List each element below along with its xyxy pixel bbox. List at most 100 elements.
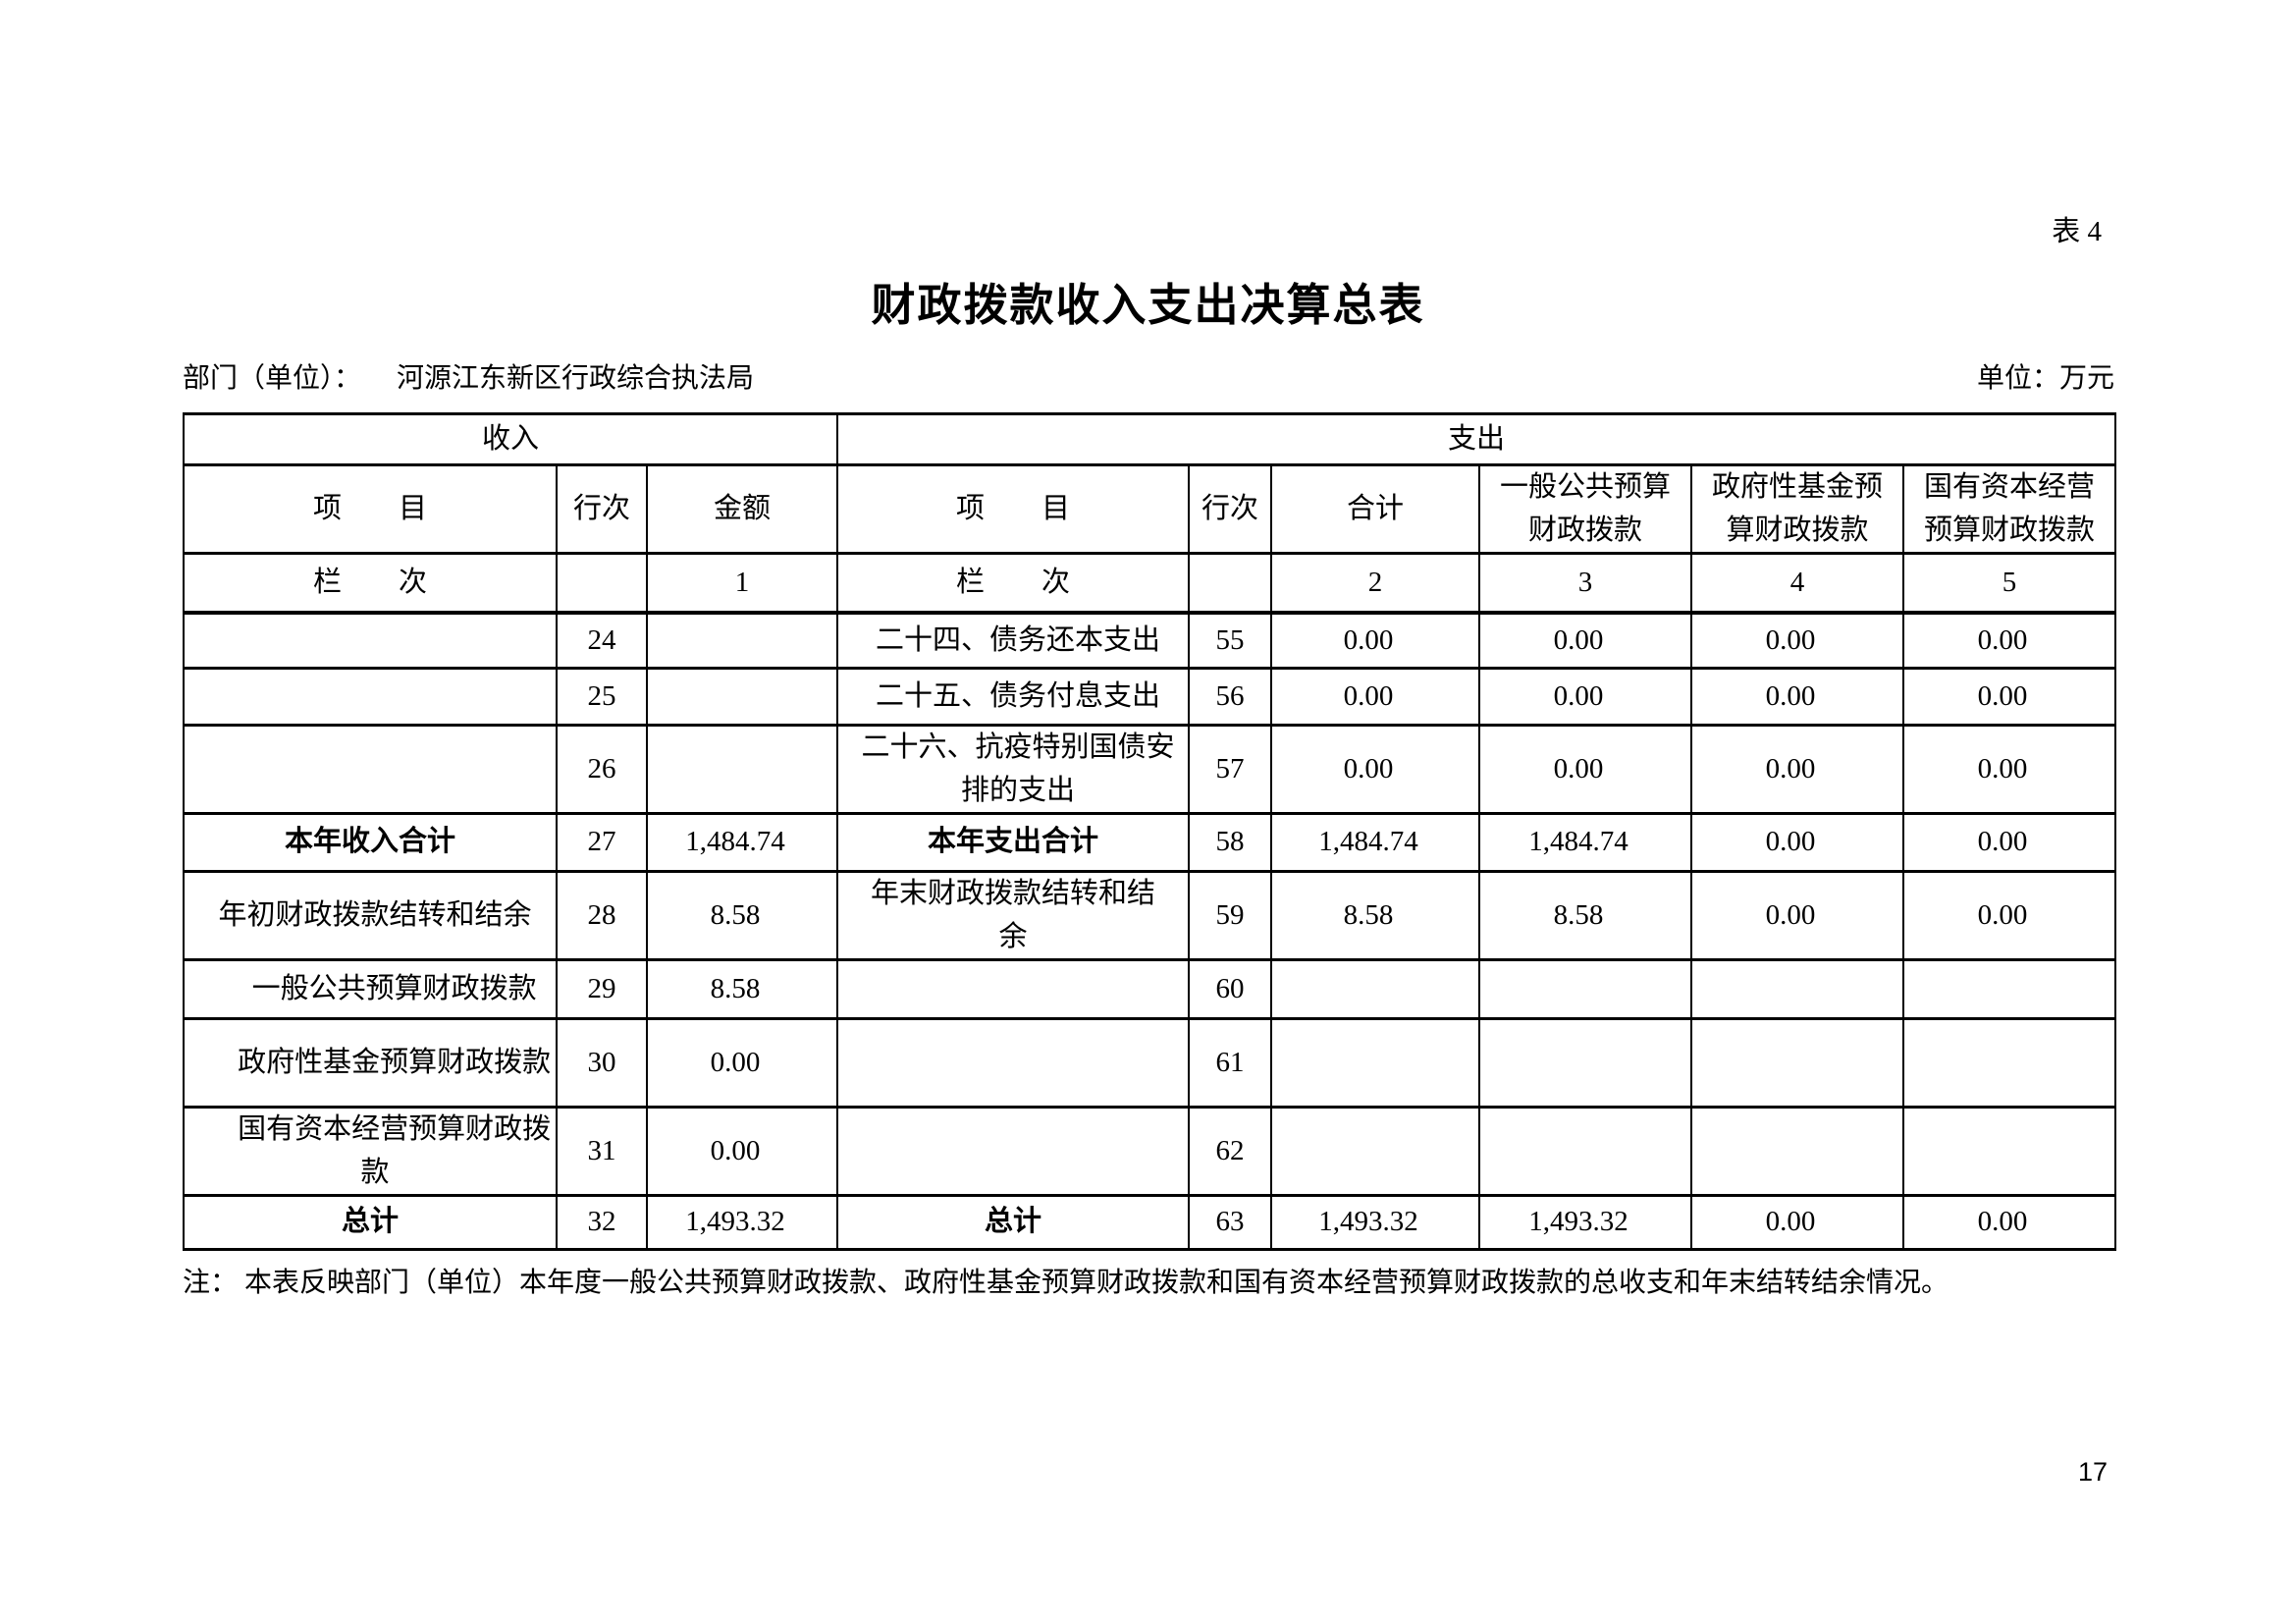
lane-label-income: 栏 次 bbox=[183, 552, 558, 615]
income-item-cell: 本年收入合计 bbox=[183, 812, 558, 873]
header-expense-item: 项 目 bbox=[836, 463, 1191, 555]
expense-row-no-cell: 61 bbox=[1188, 1017, 1273, 1109]
expense-capital-cell bbox=[1902, 958, 2117, 1020]
table-row: 25 二十五、债务付息支出 56 0.00 0.00 0.00 0.00 bbox=[183, 667, 2117, 727]
income-row-no-cell: 27 bbox=[556, 812, 648, 873]
expense-item-cell: 二十六、抗疫特别国债安排的支出 bbox=[836, 724, 1191, 815]
department-line: 部门（单位）： 河源江东新区行政综合执法局 bbox=[183, 356, 754, 396]
expense-item-cell bbox=[836, 958, 1191, 1020]
expense-fund-cell: 0.00 bbox=[1690, 1194, 1905, 1251]
expense-item-cell: 二十四、债务还本支出 bbox=[836, 611, 1191, 670]
page-number: 17 bbox=[2077, 1457, 2108, 1487]
income-row-no-cell: 29 bbox=[556, 958, 648, 1020]
expense-row-no-cell: 56 bbox=[1188, 667, 1273, 727]
income-item-cell bbox=[183, 724, 558, 815]
expense-item-cell: 年末财政拨款结转和结 余 bbox=[836, 870, 1191, 961]
income-item-cell bbox=[183, 667, 558, 727]
income-amount-cell bbox=[645, 611, 839, 670]
expense-total-cell: 1,484.74 bbox=[1270, 812, 1481, 873]
income-row-no-cell: 28 bbox=[556, 870, 648, 961]
income-item-cell: 国有资本经营预算财政拨款 bbox=[183, 1106, 558, 1197]
income-amount-cell: 1,493.32 bbox=[645, 1194, 839, 1251]
expense-general-cell bbox=[1478, 1017, 1693, 1109]
expense-general-cell: 1,493.32 bbox=[1478, 1194, 1693, 1251]
lane-col-income: 1 bbox=[645, 552, 839, 615]
lane-col-fund: 4 bbox=[1690, 552, 1905, 615]
expense-fund-cell bbox=[1690, 1017, 1905, 1109]
expense-capital-cell: 0.00 bbox=[1902, 611, 2117, 670]
expense-total-cell: 0.00 bbox=[1270, 611, 1481, 670]
expense-general-cell: 1,484.74 bbox=[1478, 812, 1693, 873]
table-number-label: 表 4 bbox=[2052, 216, 2102, 247]
expense-general-cell bbox=[1478, 958, 1693, 1020]
expense-capital-cell bbox=[1902, 1017, 2117, 1109]
expense-capital-cell: 0.00 bbox=[1902, 870, 2117, 961]
income-amount-cell: 8.58 bbox=[645, 870, 839, 961]
table-note: 注： 本表反映部门（单位）本年度一般公共预算财政拨款、政府性基金预算财政拨款和国… bbox=[183, 1268, 1949, 1298]
expense-general-cell: 8.58 bbox=[1478, 870, 1693, 961]
income-amount-cell: 1,484.74 bbox=[645, 812, 839, 873]
expense-group-header: 支出 bbox=[836, 412, 2117, 466]
lane-blank-expense bbox=[1188, 552, 1273, 615]
lane-col-general: 3 bbox=[1478, 552, 1693, 615]
expense-fund-cell: 0.00 bbox=[1690, 812, 1905, 873]
lane-number-row: 栏 次 1 栏 次 2 3 4 5 bbox=[183, 552, 2117, 615]
expense-total-cell: 0.00 bbox=[1270, 667, 1481, 727]
expense-total-cell: 1,493.32 bbox=[1270, 1194, 1481, 1251]
expense-row-no-cell: 55 bbox=[1188, 611, 1273, 670]
table-row-grand-total: 总计 32 1,493.32 总计 63 1,493.32 1,493.32 0… bbox=[183, 1194, 2117, 1251]
table-row: 一般公共预算财政拨款 29 8.58 60 bbox=[183, 958, 2117, 1020]
expense-fund-cell bbox=[1690, 958, 1905, 1020]
header-state-capital: 国有资本经营 预算财政拨款 bbox=[1902, 463, 2117, 555]
expense-total-cell bbox=[1270, 958, 1481, 1020]
table-row: 国有资本经营预算财政拨款 31 0.00 62 bbox=[183, 1106, 2117, 1197]
income-group-header: 收入 bbox=[182, 412, 839, 466]
income-row-no-cell: 25 bbox=[556, 667, 648, 727]
expense-item-cell: 总计 bbox=[836, 1194, 1191, 1251]
expense-item-cell: 二十五、债务付息支出 bbox=[836, 667, 1191, 727]
budget-summary-table: 收入 支出 项 目 行次 金额 项 目 行次 合计 一般公共预算 财政拨款 政府… bbox=[182, 412, 2117, 1251]
income-item-cell: 总计 bbox=[183, 1194, 558, 1251]
expense-row-no-cell: 63 bbox=[1188, 1194, 1273, 1251]
expense-row-no-cell: 62 bbox=[1188, 1106, 1273, 1197]
table-row-subtotal: 本年收入合计 27 1,484.74 本年支出合计 58 1,484.74 1,… bbox=[183, 812, 2117, 873]
expense-row-no-cell: 57 bbox=[1188, 724, 1273, 815]
header-total: 合计 bbox=[1270, 463, 1481, 555]
table-row: 年初财政拨款结转和结余 28 8.58 年末财政拨款结转和结 余 59 8.58… bbox=[183, 870, 2117, 961]
income-amount-cell: 8.58 bbox=[645, 958, 839, 1020]
lane-blank-income bbox=[556, 552, 648, 615]
header-amount: 金额 bbox=[645, 463, 839, 555]
table-row: 24 二十四、债务还本支出 55 0.00 0.00 0.00 0.00 bbox=[183, 611, 2117, 670]
expense-row-no-cell: 60 bbox=[1188, 958, 1273, 1020]
lane-col-total: 2 bbox=[1270, 552, 1481, 615]
lane-col-capital: 5 bbox=[1902, 552, 2117, 615]
expense-general-cell: 0.00 bbox=[1478, 667, 1693, 727]
table-row: 26 二十六、抗疫特别国债安排的支出 57 0.00 0.00 0.00 0.0… bbox=[183, 724, 2117, 815]
expense-fund-cell: 0.00 bbox=[1690, 667, 1905, 727]
income-item-cell bbox=[183, 611, 558, 670]
header-income-row-no: 行次 bbox=[556, 463, 648, 555]
table-row: 政府性基金预算财政拨款 30 0.00 61 bbox=[183, 1017, 2117, 1109]
income-item-cell: 年初财政拨款结转和结余 bbox=[183, 870, 558, 961]
expense-general-cell: 0.00 bbox=[1478, 611, 1693, 670]
income-amount-cell: 0.00 bbox=[645, 1106, 839, 1197]
income-row-no-cell: 26 bbox=[556, 724, 648, 815]
department-value: 河源江东新区行政综合执法局 bbox=[397, 363, 755, 394]
header-expense-row-no: 行次 bbox=[1188, 463, 1273, 555]
expense-row-no-cell: 58 bbox=[1188, 812, 1273, 873]
expense-item-cell bbox=[836, 1106, 1191, 1197]
expense-total-cell bbox=[1270, 1017, 1481, 1109]
income-item-cell: 一般公共预算财政拨款 bbox=[183, 958, 558, 1020]
header-gov-fund: 政府性基金预 算财政拨款 bbox=[1690, 463, 1905, 555]
income-amount-cell: 0.00 bbox=[645, 1017, 839, 1109]
department-label: 部门（单位）： bbox=[183, 363, 362, 394]
expense-item-cell bbox=[836, 1017, 1191, 1109]
income-amount-cell bbox=[645, 667, 839, 727]
income-amount-cell bbox=[645, 724, 839, 815]
column-header-row: 项 目 行次 金额 项 目 行次 合计 一般公共预算 财政拨款 政府性基金预 算… bbox=[183, 463, 2117, 555]
income-row-no-cell: 31 bbox=[556, 1106, 648, 1197]
page-title: 财政拨款收入支出决算总表 bbox=[871, 281, 1425, 330]
expense-general-cell: 0.00 bbox=[1478, 724, 1693, 815]
expense-fund-cell bbox=[1690, 1106, 1905, 1197]
